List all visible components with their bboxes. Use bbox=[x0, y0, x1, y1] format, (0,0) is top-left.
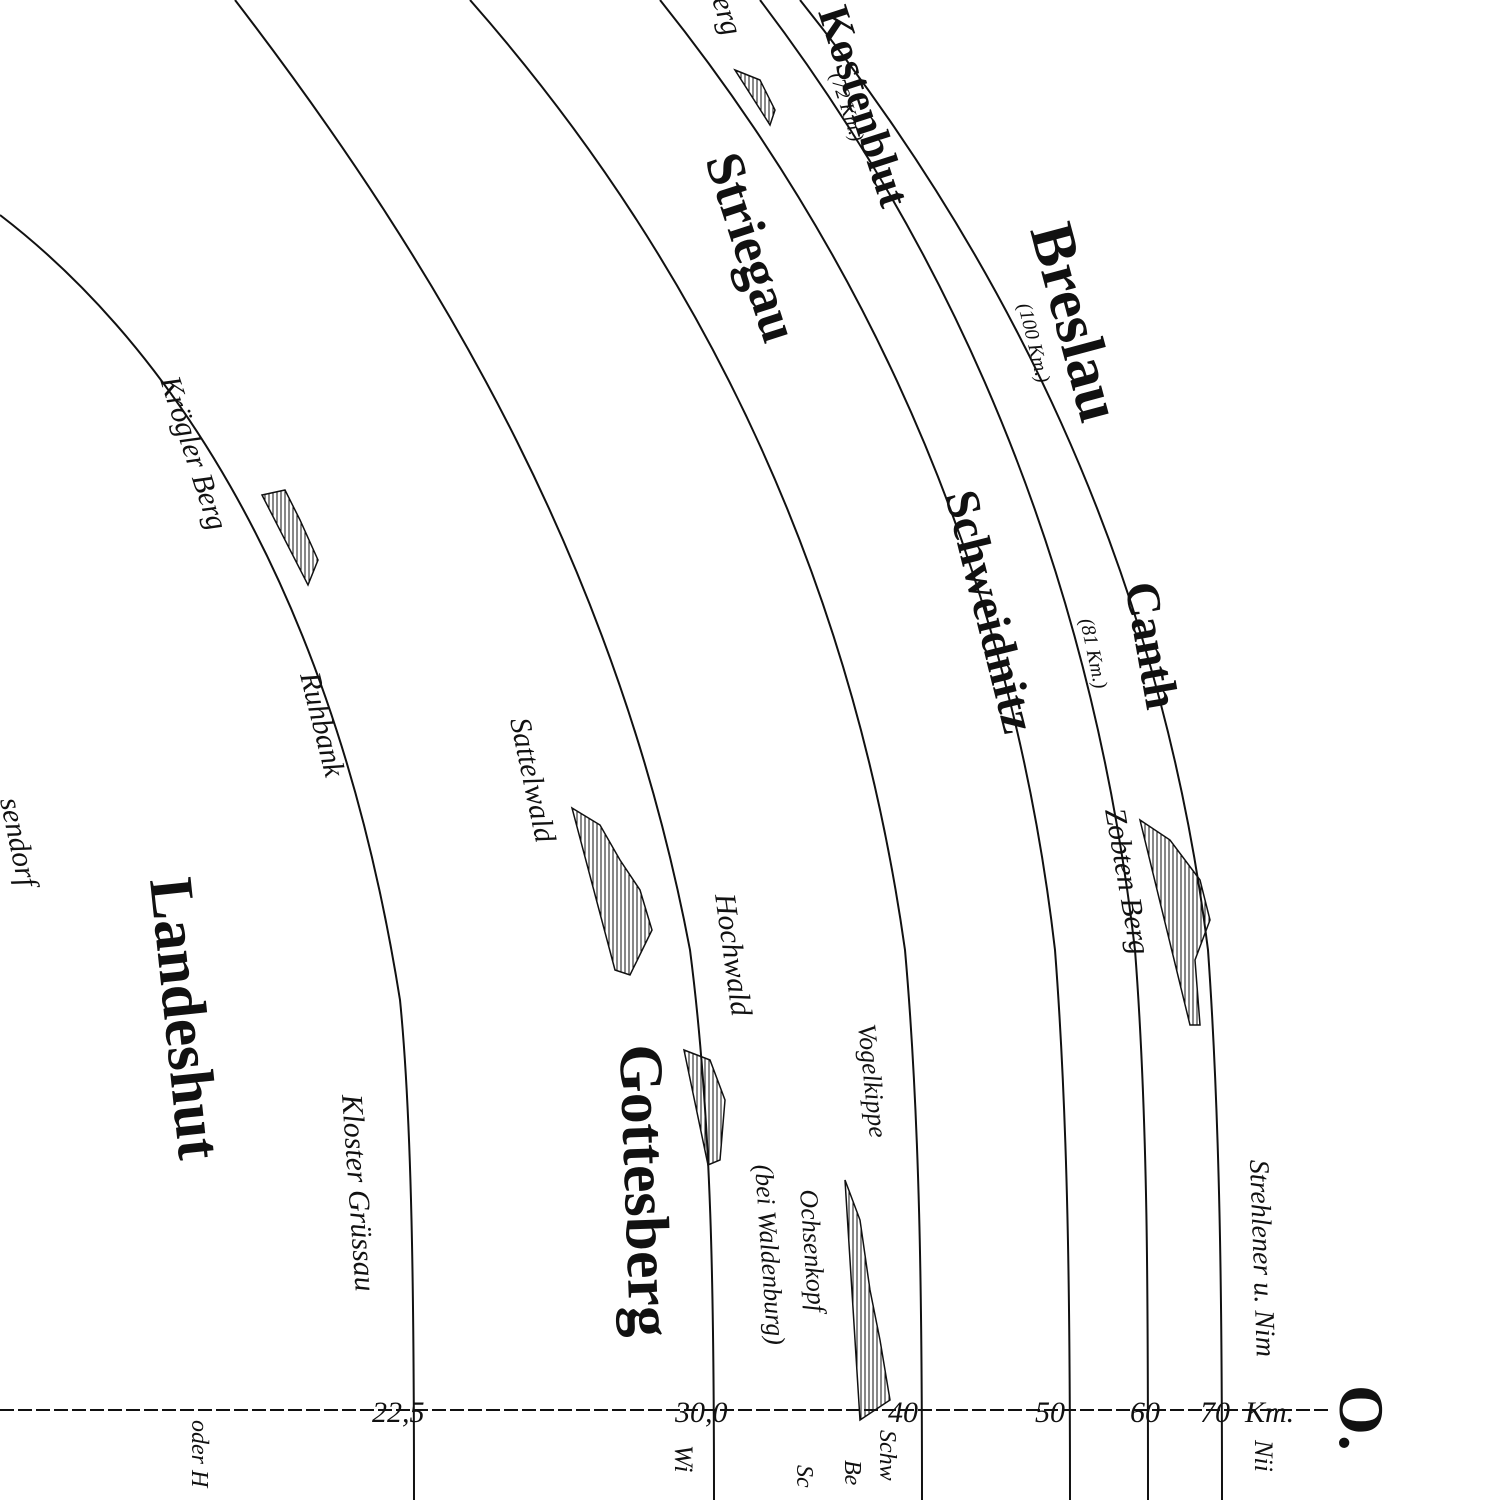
arc bbox=[799, 0, 1223, 1500]
fragment: Sc bbox=[791, 1465, 817, 1488]
fragment: oder H bbox=[186, 1420, 212, 1489]
bottom-fragments: oder H Wi Schw Be Sc Nii bbox=[186, 1420, 1278, 1489]
hill-label: Krögler Berg bbox=[153, 371, 234, 534]
hill-label: Kloster Grüssau bbox=[335, 1092, 382, 1292]
arc bbox=[659, 0, 1071, 1500]
fragment: Wi bbox=[669, 1445, 698, 1472]
scale-tick: 50 bbox=[1035, 1396, 1065, 1429]
hill-label: erg bbox=[705, 0, 748, 39]
distance: (81 Km.) bbox=[1075, 616, 1111, 690]
arc bbox=[469, 0, 923, 1500]
fragment: Be bbox=[839, 1460, 865, 1486]
town: Striegau bbox=[694, 145, 811, 349]
scale-tick: 70 bbox=[1200, 1396, 1230, 1429]
distance-arcs bbox=[0, 0, 1330, 1500]
distance: (bei Waldenburg) bbox=[749, 1163, 791, 1345]
hill-label: sendorf bbox=[0, 795, 45, 893]
scale-unit: Km. bbox=[1244, 1396, 1294, 1429]
hill-sketch bbox=[682, 1048, 726, 1167]
scale-tick: 22,5 bbox=[372, 1396, 425, 1429]
hill-sketch bbox=[570, 806, 653, 976]
hill-label: Ochsenkopf bbox=[794, 1188, 832, 1316]
hill-sketch bbox=[733, 68, 776, 127]
arc bbox=[0, 214, 415, 1500]
scale-tick: 30,0 bbox=[674, 1396, 728, 1429]
town: Gottesberg bbox=[606, 1043, 684, 1338]
hill-sketch bbox=[260, 489, 319, 587]
arc bbox=[759, 0, 1149, 1500]
scale-tick: 60 bbox=[1130, 1396, 1160, 1429]
scale: 22,5 30,0 40 50 60 70 Km. O. bbox=[372, 1385, 1397, 1451]
hill-label: Strehlener u. Nim bbox=[1243, 1159, 1281, 1357]
town: Landeshut bbox=[136, 874, 233, 1162]
town: Canth bbox=[1114, 578, 1188, 713]
direction: O. bbox=[1326, 1385, 1397, 1451]
town: Kostenblut bbox=[808, 0, 919, 213]
hill-sketches bbox=[260, 68, 1211, 1422]
fragment: Nii bbox=[1249, 1439, 1278, 1472]
scale-tick: 40 bbox=[888, 1396, 918, 1429]
arc bbox=[234, 0, 715, 1500]
hill-sketch bbox=[1138, 818, 1211, 1026]
hill-label: Vogelkippe bbox=[852, 1023, 893, 1139]
fragment: Schw bbox=[874, 1430, 900, 1481]
towns: Kostenblut Breslau Striegau Schweidnitz … bbox=[136, 0, 1189, 1338]
hill-sketch bbox=[844, 1179, 891, 1422]
town: Schweidnitz bbox=[934, 485, 1045, 738]
hill-label: Ruhbank bbox=[293, 668, 351, 781]
hill-label: Hochwald bbox=[708, 890, 758, 1019]
hill-label: Sattelwald bbox=[503, 715, 562, 847]
